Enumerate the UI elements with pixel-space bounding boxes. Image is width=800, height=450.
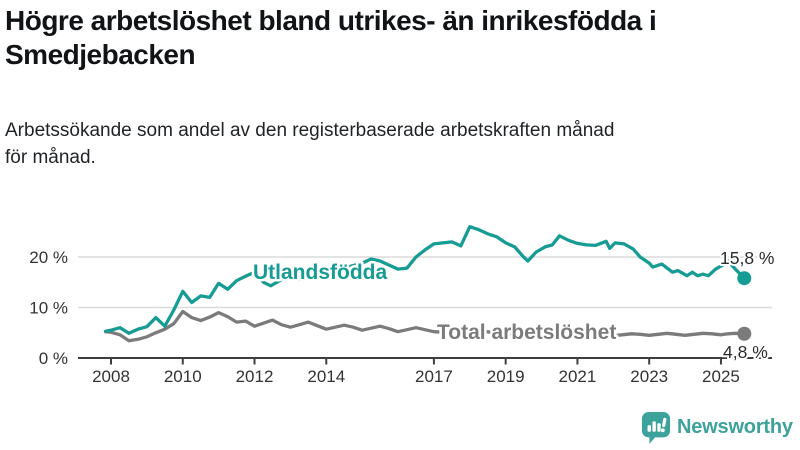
logo-bar-3 — [657, 423, 661, 432]
chart-subtitle: Arbetssökande som andel av den registerb… — [5, 117, 785, 171]
x-tick-label: 2010 — [164, 367, 202, 386]
chart-annotations: Utlandsfödda Total arbetslöshet 15,8 % 4… — [251, 246, 777, 364]
chart-plot-area: 0 % 10 % 20 % 2008 2010 2012 2014 2017 2019 2021 2… — [29, 225, 772, 386]
subtitle-line2: för månad. — [5, 147, 96, 168]
x-tick-label: 2019 — [487, 367, 525, 386]
series-line — [103, 309, 746, 343]
newsworthy-logo: Newsworthy — [641, 411, 793, 444]
chart-header: Högre arbetslöshet bland utrikes- än inr… — [5, 4, 797, 72]
logo-bar-1 — [647, 425, 651, 432]
y-tick-label: 10 % — [29, 299, 68, 318]
x-tick-label: 2008 — [92, 367, 130, 386]
page-title-line1: Högre arbetslöshet bland utrikes- än inr… — [5, 5, 657, 36]
end-value-label-total: 4,8 % — [723, 342, 768, 362]
page-title-line2: Smedjebacken — [5, 39, 196, 70]
subtitle-line1: Arbetssökande som andel av den registerb… — [5, 120, 615, 141]
series-label-utlandsfodda: Utlandsfödda — [253, 261, 387, 284]
series-label-total: Total arbetslöshet — [437, 321, 616, 344]
x-tick-label: 2014 — [307, 367, 345, 386]
logo-bubble-shape — [641, 412, 671, 444]
x-tick-label: 2021 — [559, 367, 597, 386]
line-chart: 0 % 10 % 20 % 2008 2010 2012 2014 2017 2019 2021 2… — [29, 225, 777, 386]
newsworthy-logo-text: Newsworthy — [677, 416, 793, 438]
end-value-label-utlandsfodda: 15,8 % — [720, 248, 774, 268]
x-tick-label: 2012 — [236, 367, 274, 386]
x-tick-label: 2017 — [415, 367, 453, 386]
newsworthy-logo-icon — [641, 412, 671, 444]
series-line — [103, 225, 746, 335]
series-end-dot — [737, 326, 752, 341]
y-tick-label: 20 % — [29, 248, 68, 267]
logo-bar-2 — [652, 421, 656, 432]
x-tick-label: 2025 — [702, 367, 740, 386]
series-end-dot — [737, 271, 752, 286]
y-tick-label: 0 % — [39, 349, 68, 368]
logo-exclamation-mark — [661, 417, 667, 433]
x-tick-label: 2023 — [630, 367, 668, 386]
